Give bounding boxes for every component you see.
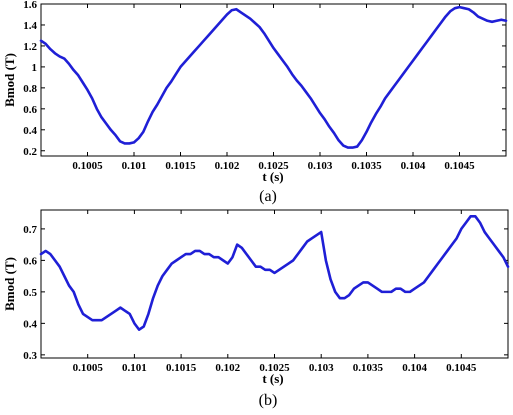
ticks-a: 0.1005 0.101 0.1015 0.102 0.1025 0.103 0.1035 0… bbox=[23, 0, 506, 172]
x-tick-label-a: 0.1035 bbox=[351, 160, 382, 172]
x-tick-label-a: 0.103 bbox=[308, 160, 333, 172]
y-tick-label-b: 0.3 bbox=[23, 350, 37, 362]
y-tick-label-a: 1.6 bbox=[23, 0, 37, 11]
x-tick-label-a: 0.1045 bbox=[444, 160, 475, 172]
y-tick-label-a: 0.6 bbox=[23, 104, 37, 116]
x-tick-label-a: 0.1005 bbox=[72, 160, 103, 172]
plot-area-a bbox=[40, 3, 507, 157]
y-tick-label-b: 0.6 bbox=[23, 255, 37, 267]
y-tick-label-a: 1.4 bbox=[23, 20, 37, 32]
x-tick-label-b: 0.1035 bbox=[353, 362, 384, 374]
y-tick-label-a: 0.2 bbox=[23, 146, 37, 158]
y-axis-label-b: Bmod (T) bbox=[2, 257, 17, 311]
plot-area-b bbox=[40, 209, 509, 359]
x-tick-label-b: 0.104 bbox=[402, 362, 427, 374]
x-tick-label-b: 0.1005 bbox=[73, 362, 104, 374]
y-tick-label-a: 0.8 bbox=[23, 83, 37, 95]
y-tick-label-a: 1.2 bbox=[23, 41, 37, 53]
y-tick-label-b: 0.5 bbox=[23, 287, 37, 299]
y-tick-label-a: 0.4 bbox=[23, 125, 37, 137]
x-tick-label-a: 0.1015 bbox=[165, 160, 196, 172]
x-tick-label-b: 0.101 bbox=[122, 362, 147, 374]
y-tick-label-b: 0.4 bbox=[23, 318, 37, 330]
series-line-a bbox=[39, 5, 508, 149]
x-tick-label-a: 0.102 bbox=[215, 160, 240, 172]
x-tick-label-a: 0.101 bbox=[122, 160, 147, 172]
chart-panel-b: 0.1005 0.101 0.1015 0.102 0.1025 0.103 0.1035 0… bbox=[2, 209, 510, 386]
ticks-b: 0.1005 0.101 0.1015 0.102 0.1025 0.103 0.1035 0… bbox=[23, 210, 508, 374]
x-tick-label-b: 0.103 bbox=[309, 362, 334, 374]
x-tick-label-b: 0.1045 bbox=[446, 362, 477, 374]
x-tick-label-a: 0.104 bbox=[401, 160, 426, 172]
panel-caption-b: (b) bbox=[259, 392, 278, 409]
chart-panel-a: 0.1005 0.101 0.1015 0.102 0.1025 0.103 0.1035 0… bbox=[2, 0, 508, 184]
x-tick-label-b: 0.102 bbox=[215, 362, 240, 374]
x-tick-label-a: 0.1025 bbox=[258, 160, 289, 172]
x-tick-label-b: 0.1025 bbox=[259, 362, 290, 374]
x-axis-label-a: t (s) bbox=[262, 169, 283, 184]
panel-caption-a: (a) bbox=[259, 188, 277, 205]
y-axis-label-a: Bmod (T) bbox=[2, 53, 17, 107]
x-axis-label-b: t (s) bbox=[262, 371, 283, 386]
x-tick-label-b: 0.1015 bbox=[166, 362, 197, 374]
series-line-b bbox=[39, 215, 510, 331]
y-tick-label-b: 0.7 bbox=[23, 224, 37, 236]
y-tick-label-a: 1 bbox=[32, 62, 38, 74]
